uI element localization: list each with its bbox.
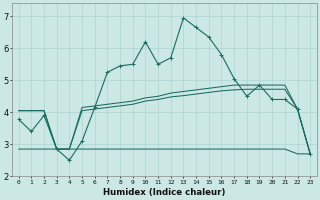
X-axis label: Humidex (Indice chaleur): Humidex (Indice chaleur): [103, 188, 226, 197]
